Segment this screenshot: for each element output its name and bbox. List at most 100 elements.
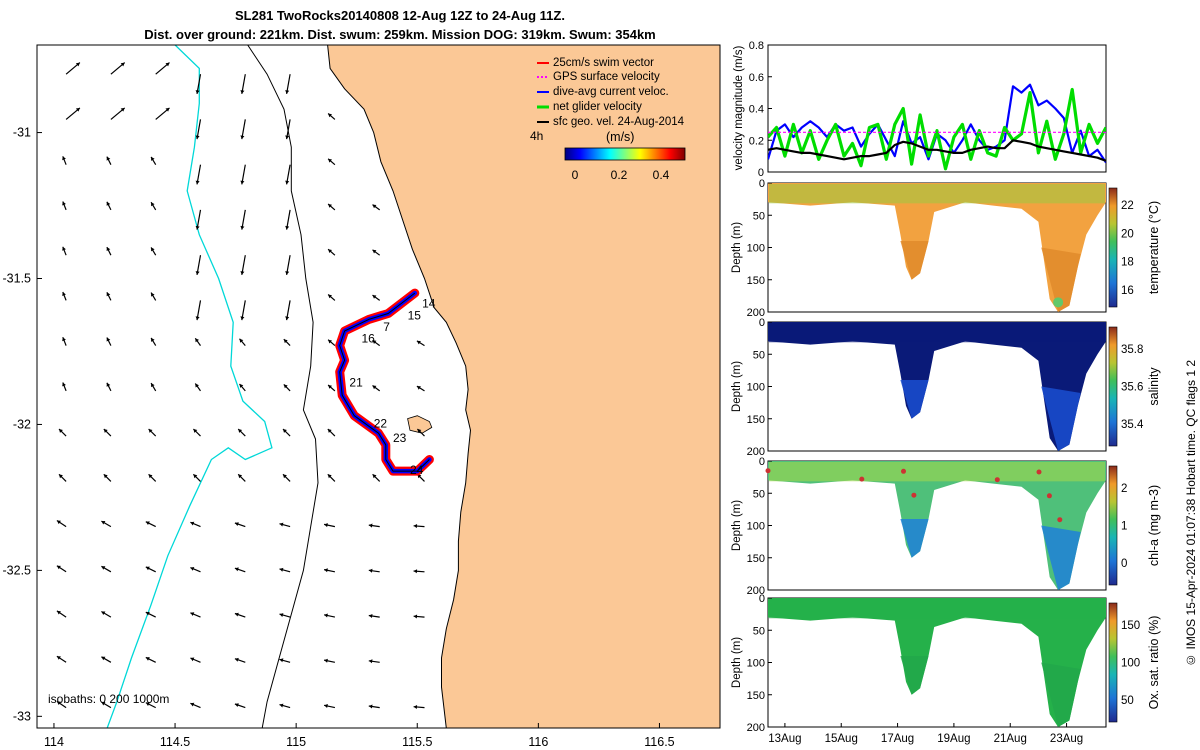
current-vector-head — [368, 614, 373, 618]
depth-y-tick-label: 50 — [753, 349, 765, 361]
current-vector-head — [106, 337, 111, 342]
current-vector-head — [372, 249, 377, 254]
current-vector-head — [413, 614, 418, 619]
current-vector-head — [327, 429, 332, 433]
current-vector-head — [368, 659, 373, 664]
current-vector-head — [368, 523, 373, 528]
map-frame — [36, 44, 721, 729]
depth-y-tick-label: 50 — [753, 488, 765, 500]
depth-colorbar — [1108, 187, 1118, 308]
current-vector-head — [193, 429, 198, 433]
depth-y-tick-label: 100 — [747, 382, 765, 394]
current-vector-head — [56, 610, 61, 615]
current-vector-head — [372, 340, 377, 344]
map-x-tick-label: 114 — [44, 735, 64, 749]
current-vector-head — [324, 568, 328, 573]
chart-subtitle: Dist. over ground: 221km. Dist. swum: 25… — [144, 27, 656, 42]
depth-y-tick-label: 0 — [759, 317, 765, 329]
current-vector-head — [285, 180, 290, 185]
depth-y-tick-label: 50 — [753, 625, 765, 637]
depth-colorbar-tick: 2 — [1121, 483, 1127, 495]
depth-colorbar-label: chl-a (mg m-3) — [1147, 485, 1161, 566]
coastline — [327, 45, 472, 728]
legend-time-label: 4h — [530, 129, 543, 143]
depth-section-trough — [900, 380, 929, 419]
current-vector-head — [324, 613, 328, 618]
depth-colorbar-label: temperature (°C) — [1147, 201, 1161, 294]
chl-sample-point — [859, 476, 865, 482]
track-day-label: 22 — [374, 416, 388, 430]
track-day-label: 16 — [362, 332, 376, 346]
depth-colorbar-tick: 35.4 — [1121, 419, 1144, 431]
current-vector-head — [328, 113, 332, 118]
current-vector-head — [193, 474, 198, 479]
current-vector-head — [417, 429, 422, 433]
current-vector-head — [190, 612, 195, 616]
velocity-series-line — [768, 87, 1106, 171]
depth-y-tick-label: 100 — [747, 521, 765, 533]
current-vector-head — [238, 474, 243, 479]
depth-panel-temperature: 0 50 100 150 200 Depth (m) 16 18 20 22 temperature… — [731, 178, 1161, 319]
current-vector-head — [120, 107, 125, 112]
map-y-tick-label: -33 — [13, 709, 31, 723]
depth-ylabel: Depth (m) — [731, 361, 743, 412]
current-vector-head — [328, 339, 332, 344]
depth-colorbar-tick: 18 — [1121, 257, 1134, 269]
current-vector-head — [328, 385, 332, 389]
current-vector-head — [234, 567, 239, 572]
current-vector-head — [283, 429, 287, 433]
current-vector-head — [148, 474, 153, 479]
depth-section-surface-layer — [769, 323, 1105, 343]
map-y-tick-label: -31.5 — [3, 272, 32, 286]
velocity-y-tick-label: 0 — [758, 167, 764, 179]
current-vector-head — [195, 383, 199, 388]
depth-section-trough — [900, 656, 929, 695]
current-vector-head — [279, 703, 284, 708]
current-vector-head — [56, 656, 61, 660]
current-vector-head — [240, 90, 245, 94]
legend-item-net: net glider velocity — [553, 101, 642, 113]
current-vector-head — [279, 613, 284, 617]
date-tick-label: 23Aug — [1050, 733, 1083, 745]
depth-y-tick-label: 100 — [747, 243, 765, 255]
chl-sample-point — [765, 468, 771, 474]
current-vector-head — [416, 386, 421, 390]
current-vector-head — [285, 316, 290, 321]
chart-title: SL281 TwoRocks20140808 12-Aug 12Z to 24-… — [235, 8, 565, 23]
chl-sample-point — [1036, 469, 1042, 475]
chl-sample-point — [1057, 517, 1063, 523]
current-vector-head — [59, 429, 63, 433]
depth-section-trough — [900, 519, 929, 558]
map-x-tick-label: 114.5 — [160, 735, 190, 749]
chl-sample-point — [994, 477, 1000, 483]
current-vector-head — [240, 271, 245, 275]
current-vector-head — [234, 657, 239, 662]
current-vector-head — [240, 225, 245, 230]
current-vector-head — [285, 90, 290, 94]
current-vector-head — [151, 247, 155, 252]
depth-y-tick-label: 150 — [747, 414, 765, 426]
depth-section-trough — [1041, 525, 1081, 590]
current-vector-head — [56, 520, 61, 525]
track-day-label: 21 — [349, 376, 363, 390]
track-day-label: 15 — [408, 308, 422, 322]
current-vector-head — [145, 611, 150, 616]
current-vector-head — [62, 382, 66, 387]
depth-panel-oxygen: 0 50 100 150 200 Depth (m) 50 100 150 Ox. sat. ra… — [731, 593, 1161, 734]
current-vector-head — [145, 566, 150, 571]
depth-panel-salinity: 0 50 100 150 200 Depth (m) 35.4 35.6 35.8 salinit… — [731, 317, 1161, 458]
current-vector-head — [238, 429, 243, 433]
current-vector-head — [283, 384, 288, 389]
track-day-label: 23 — [393, 431, 407, 445]
current-vector-head — [101, 611, 106, 615]
current-vector-head — [324, 704, 328, 708]
current-vector-head — [62, 337, 66, 342]
depth-colorbar-label: salinity — [1147, 367, 1161, 406]
map-y-tick-label: -32.5 — [3, 563, 32, 577]
current-vector-head — [195, 271, 200, 275]
legend-item-dive: dive-avg current veloc. — [553, 86, 669, 98]
depth-y-tick-label: 150 — [747, 275, 765, 287]
current-vector-head — [239, 384, 244, 388]
current-vector-head — [328, 204, 332, 208]
